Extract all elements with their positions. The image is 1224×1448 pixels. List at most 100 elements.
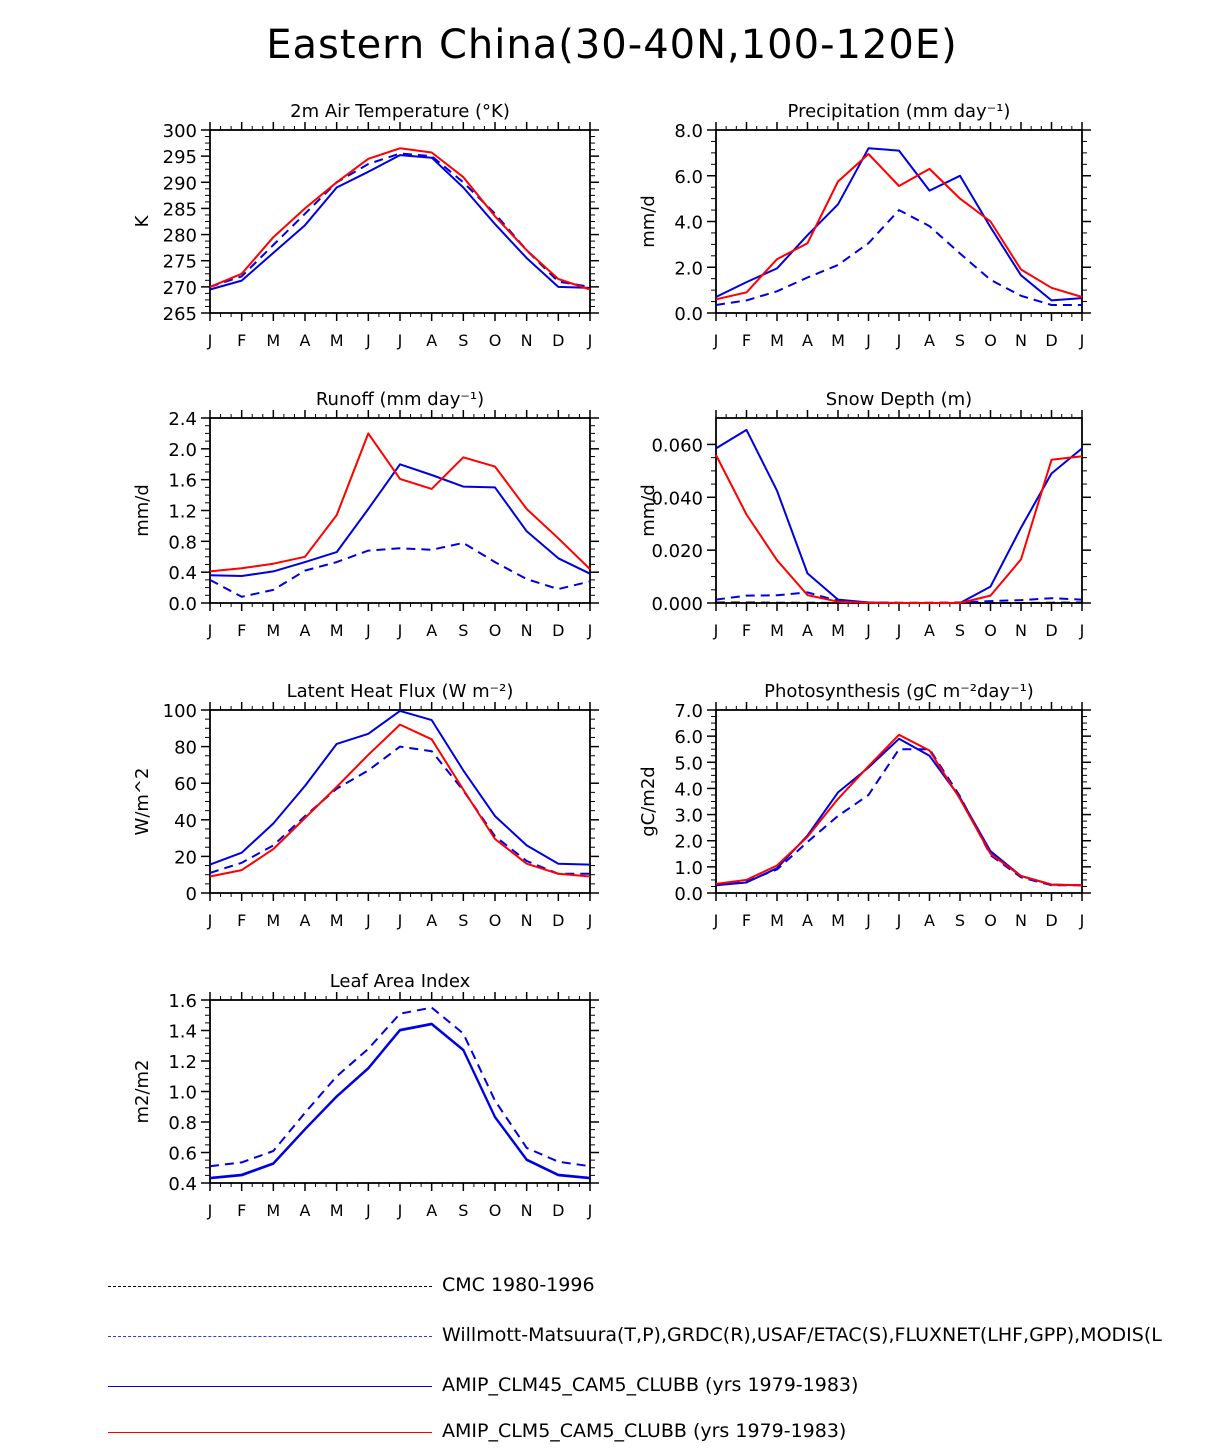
- x-tick-label: N: [521, 621, 533, 640]
- x-tick-label: M: [770, 621, 784, 640]
- y-tick-label: 265: [163, 304, 197, 325]
- x-tick-label: N: [1015, 911, 1027, 930]
- x-tick-label: J: [1079, 331, 1085, 350]
- y-tick-label: 1.6: [168, 991, 197, 1012]
- y-tick-label: 0.040: [651, 488, 703, 509]
- x-tick-label: A: [924, 911, 935, 930]
- series-line-amip-clm5-cam5-clubb: [715, 153, 1083, 301]
- y-tick-label: 285: [163, 199, 197, 220]
- y-tick-label: 60: [174, 774, 197, 795]
- y-tick-label: 7.0: [674, 701, 703, 722]
- plot-frame: [715, 129, 1083, 314]
- x-tick-label: J: [365, 331, 371, 350]
- x-tick-label: J: [1079, 621, 1085, 640]
- series-line-usaf-etac: [715, 591, 1083, 604]
- plot-frame: [209, 129, 591, 314]
- x-tick-label: F: [237, 331, 246, 350]
- x-tick-label: M: [266, 621, 280, 640]
- x-tick-label: A: [300, 331, 311, 350]
- chart-title: Latent Heat Flux (W m⁻²): [287, 681, 514, 702]
- y-tick-label: 5.0: [674, 753, 703, 774]
- series-line-amip-clm5-cam5-clubb: [209, 1022, 591, 1179]
- series-line-amip-clm5-cam5-clubb: [209, 432, 591, 573]
- x-tick-label: M: [831, 331, 845, 350]
- y-tick-label: 0.000: [651, 594, 703, 615]
- x-tick-label: J: [865, 621, 871, 640]
- x-tick-label: D: [1045, 621, 1057, 640]
- x-tick-label: M: [266, 911, 280, 930]
- page-title: Eastern China(30-40N,100-120E): [266, 22, 958, 68]
- x-tick-label: D: [552, 911, 564, 930]
- y-tick-label: 4.0: [674, 213, 703, 234]
- x-tick-label: F: [237, 621, 246, 640]
- x-tick-label: J: [365, 911, 371, 930]
- y-tick-label: 40: [174, 811, 197, 832]
- x-tick-label: J: [397, 1201, 403, 1220]
- x-tick-label: O: [984, 911, 997, 930]
- y-tick-label: 0: [186, 884, 197, 905]
- series-line-willmott-matsuura: [715, 209, 1082, 306]
- x-tick-label: J: [587, 621, 593, 640]
- x-tick-label: F: [237, 1201, 246, 1220]
- plot-frame: [209, 999, 591, 1184]
- x-tick-label: D: [552, 331, 564, 350]
- y-tick-label: 20: [174, 847, 197, 868]
- series-line-amip-clm45-cam5-clubb: [715, 428, 1083, 604]
- legend-row-cmc: CMC 1980-1996: [0, 1272, 1224, 1302]
- x-tick-label: F: [237, 911, 246, 930]
- x-tick-label: M: [770, 911, 784, 930]
- legend-row-obs: Willmott-Matsuura(T,P),GRDC(R),USAF/ETAC…: [0, 1322, 1224, 1352]
- chart-panel-0: J F M A M J J A S O N D J2652702752802852902953002m …: [132, 101, 599, 350]
- x-tick-label: J: [713, 331, 719, 350]
- x-tick-label: S: [458, 1201, 468, 1220]
- series-line-fluxnet: [715, 748, 1082, 887]
- series-line-amip-clm5-cam5-clubb: [209, 147, 591, 291]
- x-tick-label: S: [955, 911, 965, 930]
- y-tick-label: 8.0: [674, 121, 703, 142]
- y-tick-label: 2.0: [168, 440, 197, 461]
- y-tick-label: 2.4: [168, 409, 197, 430]
- x-tick-label: J: [865, 911, 871, 930]
- x-tick-label: J: [207, 911, 213, 930]
- series-line-amip-clm5-cam5-clubb: [715, 454, 1083, 604]
- x-tick-label: O: [984, 621, 997, 640]
- chart-title: Photosynthesis (gC m⁻²day⁻¹): [764, 681, 1034, 702]
- y-tick-label: 80: [174, 738, 197, 759]
- x-tick-label: F: [742, 911, 751, 930]
- x-tick-label: A: [300, 621, 311, 640]
- x-tick-label: J: [1079, 911, 1085, 930]
- x-tick-label: S: [955, 621, 965, 640]
- legend-line-obs: [108, 1336, 432, 1337]
- y-tick-label: 290: [163, 173, 197, 194]
- x-tick-label: J: [397, 911, 403, 930]
- y-tick-label: 1.0: [674, 858, 703, 879]
- y-axis-label: m2/m2: [132, 1059, 153, 1123]
- y-tick-label: 1.2: [168, 502, 197, 523]
- x-tick-label: O: [489, 621, 502, 640]
- x-tick-label: J: [587, 1201, 593, 1220]
- y-axis-label: mm/d: [638, 484, 659, 537]
- x-tick-label: J: [713, 621, 719, 640]
- y-tick-label: 0.6: [168, 1144, 197, 1165]
- x-tick-label: O: [489, 331, 502, 350]
- x-tick-label: M: [266, 1201, 280, 1220]
- y-tick-label: 0.4: [168, 563, 197, 584]
- y-tick-label: 300: [163, 121, 197, 142]
- y-tick-label: 6.0: [674, 727, 703, 748]
- x-tick-label: N: [521, 331, 533, 350]
- x-tick-label: J: [713, 911, 719, 930]
- legend-label-cmc: CMC 1980-1996: [442, 1274, 595, 1296]
- series-line-amip-clm45-cam5-clubb: [209, 709, 591, 866]
- x-tick-label: D: [1045, 331, 1057, 350]
- y-tick-label: 2.0: [674, 832, 703, 853]
- chart-title: Runoff (mm day⁻¹): [316, 389, 484, 410]
- y-tick-label: 4.0: [674, 779, 703, 800]
- x-tick-label: J: [587, 911, 593, 930]
- x-tick-label: S: [955, 331, 965, 350]
- x-tick-label: M: [330, 911, 344, 930]
- x-tick-label: M: [770, 331, 784, 350]
- y-tick-label: 0.8: [168, 532, 197, 553]
- series-line-grdc: [209, 541, 591, 598]
- x-tick-label: S: [458, 911, 468, 930]
